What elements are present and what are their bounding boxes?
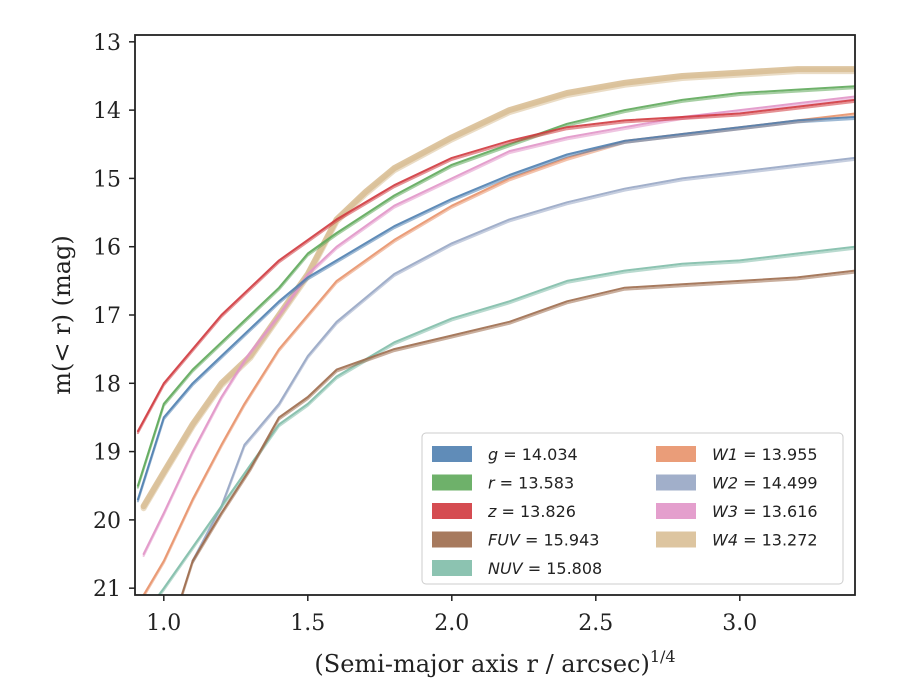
series-w2 — [191, 156, 855, 564]
legend-item-fuv: FUV = 15.943 — [432, 531, 599, 550]
x-tick-label: 1.0 — [146, 611, 181, 636]
series-line-r — [136, 85, 855, 487]
y-ticks: 13 14 15 16 17 18 19 20 21 — [93, 31, 135, 602]
legend-item-r: r = 13.583 — [432, 474, 574, 493]
legend-label: z = 13.826 — [487, 502, 576, 521]
legend-item-g: g = 14.034 — [432, 445, 578, 464]
legend-label: W2 = 14.499 — [712, 474, 818, 493]
series-line-fuv-alt — [181, 271, 855, 595]
legend-item-nuv: NUV = 15.808 — [432, 559, 602, 578]
x-ticks: 1.0 1.5 2.0 2.5 3.0 — [146, 595, 757, 636]
series-g — [136, 116, 855, 503]
legend-swatch — [432, 560, 472, 576]
legend-label: r = 13.583 — [488, 474, 574, 493]
legend-swatch — [656, 474, 696, 491]
legend-swatch — [656, 446, 696, 462]
x-axis-label: (Semi-major axis r / arcsec)1/4 — [314, 647, 675, 678]
x-tick-label: 2.5 — [578, 611, 613, 636]
y-tick-label: 21 — [93, 577, 121, 602]
series-line-nuv-alt — [159, 247, 855, 595]
legend-item-z: z = 13.826 — [432, 502, 576, 521]
x-tick-label: 1.5 — [290, 611, 325, 636]
y-tick-label: 15 — [93, 167, 121, 192]
y-tick-label: 20 — [93, 509, 121, 534]
series-line-g-alt — [136, 118, 855, 503]
series-line-z-alt — [136, 100, 855, 435]
legend-label: NUV = 15.808 — [488, 559, 602, 578]
legend-box — [421, 432, 844, 585]
series-line-fuv — [180, 269, 855, 595]
legend: g = 14.034 r = 13.583 z = 13.826 FUV = 15.9… — [421, 432, 844, 585]
series-line-g — [136, 116, 855, 501]
series-line-w2-alt — [191, 158, 855, 564]
y-tick-label: 18 — [93, 372, 121, 397]
legend-label: W1 = 13.955 — [712, 445, 818, 464]
legend-swatch — [432, 446, 472, 462]
legend-swatch — [432, 474, 472, 491]
y-tick-label: 14 — [93, 99, 121, 124]
x-tick-label: 2.0 — [434, 611, 469, 636]
series-line-z — [136, 98, 855, 433]
y-tick-label: 17 — [93, 304, 121, 329]
series-line-nuv — [157, 245, 855, 595]
legend-swatch — [656, 503, 696, 519]
y-tick-label: 19 — [93, 441, 121, 466]
legend-item-w2: W2 = 14.499 — [656, 474, 818, 493]
legend-label: FUV = 15.943 — [488, 531, 599, 550]
series-w4 — [140, 66, 855, 512]
series-fuv — [180, 269, 855, 595]
x-axis-label-exponent: 1/4 — [650, 647, 676, 666]
x-tick-label: 3.0 — [722, 611, 757, 636]
legend-label: W4 = 13.272 — [712, 531, 818, 550]
y-tick-label: 16 — [93, 236, 121, 261]
legend-item-w1: W1 = 13.955 — [656, 445, 818, 464]
legend-label: W3 = 13.616 — [712, 502, 818, 521]
legend-label: g = 14.034 — [488, 445, 578, 464]
y-axis-label: m(< r) (mag) — [48, 235, 76, 394]
series-line-r-alt — [136, 87, 855, 489]
series-line-w4 — [140, 66, 855, 510]
legend-swatch — [432, 503, 472, 519]
series-layer — [136, 66, 855, 595]
legend-item-w3: W3 = 13.616 — [656, 502, 818, 521]
legend-swatch — [656, 531, 696, 548]
legend-item-w4: W4 = 13.272 — [656, 531, 818, 550]
y-tick-label: 13 — [93, 31, 121, 56]
series-nuv — [157, 245, 855, 595]
legend-swatch — [432, 531, 472, 548]
series-line-w3 — [142, 95, 855, 555]
x-axis-label-text: (Semi-major axis r / arcsec) — [314, 650, 649, 678]
series-line-w2 — [191, 156, 855, 562]
series-z — [136, 98, 855, 435]
series-r — [136, 85, 855, 489]
